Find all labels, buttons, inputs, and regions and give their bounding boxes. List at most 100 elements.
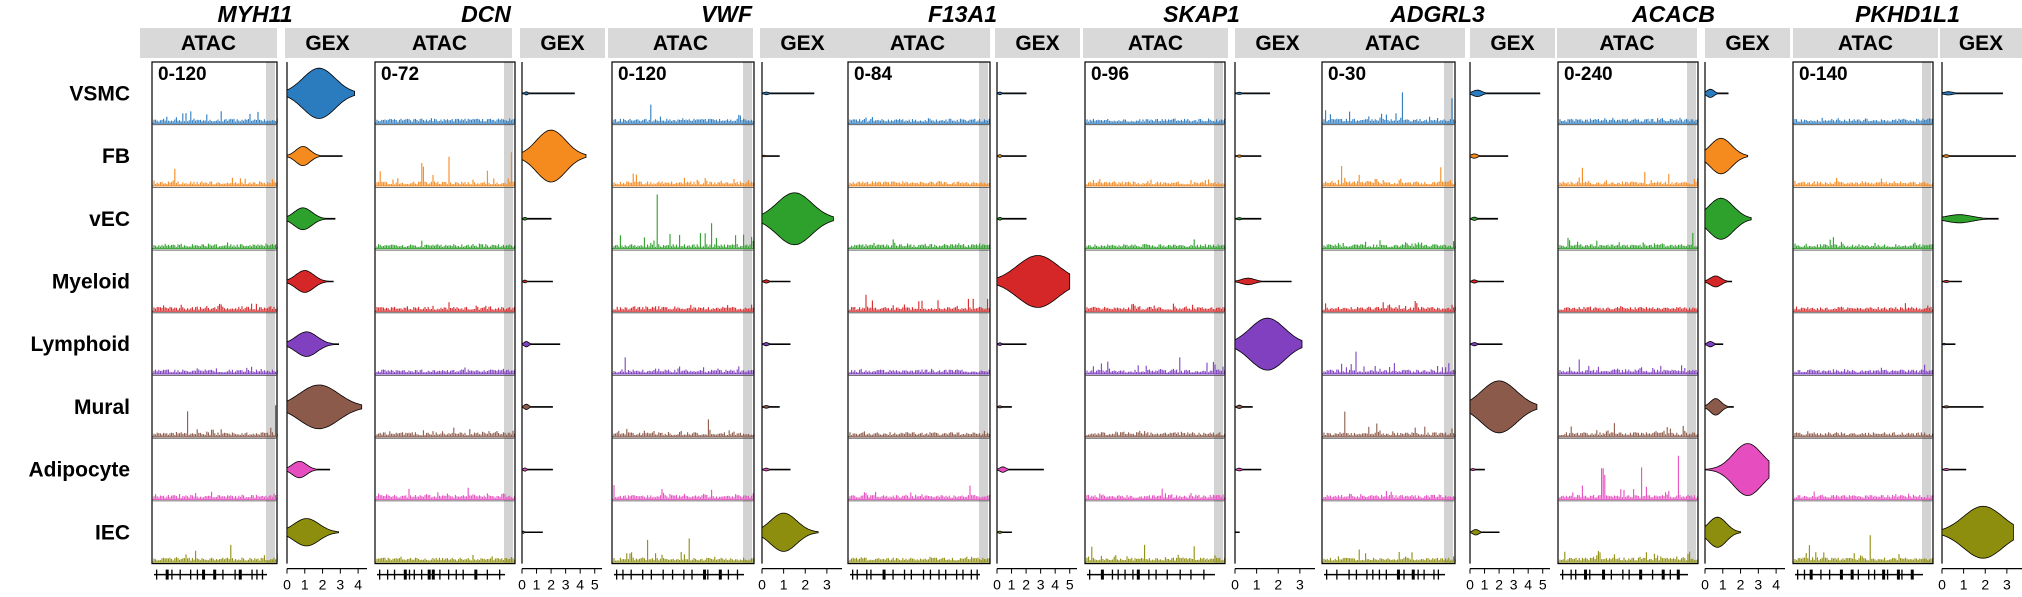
atac-coverage-track bbox=[153, 242, 278, 249]
atac-coverage-track bbox=[1559, 551, 1699, 562]
gex-tick-label: 3 bbox=[823, 577, 831, 593]
exon-mark bbox=[427, 569, 431, 580]
gex-tick-label: 2 bbox=[801, 577, 809, 593]
atac-range-label: 0-72 bbox=[381, 64, 419, 85]
gex-violin bbox=[286, 331, 339, 357]
atac-header-box bbox=[608, 28, 753, 58]
exon-mark bbox=[691, 569, 693, 580]
atac-header-label: ATAC bbox=[1128, 32, 1183, 55]
atac-coverage-track bbox=[1559, 232, 1699, 249]
gene-panel: SKAP1 ATAC GEX 0-96 0 1 2 3 bbox=[1083, 1, 1320, 593]
exon-mark bbox=[1628, 569, 1630, 580]
exon-mark bbox=[1423, 569, 1425, 580]
gex-header-box bbox=[995, 28, 1080, 58]
atac-coverage-track bbox=[1323, 411, 1456, 437]
exon-mark bbox=[431, 569, 435, 580]
atac-coverage-track bbox=[849, 368, 990, 374]
gex-tick-label: 1 bbox=[1960, 577, 1968, 593]
gex-violin bbox=[1234, 91, 1270, 95]
gex-tick-label: 0 bbox=[1938, 577, 1946, 593]
atac-coverage-track bbox=[153, 303, 278, 311]
gex-tick-label: 4 bbox=[1524, 577, 1532, 593]
gex-violin bbox=[521, 341, 561, 348]
gex-header-box bbox=[1705, 28, 1790, 58]
exon-mark bbox=[486, 569, 488, 580]
atac-coverage-track bbox=[849, 117, 990, 123]
gex-tick-label: 1 bbox=[301, 577, 309, 593]
atac-coverage-track bbox=[1323, 491, 1456, 499]
exon-mark bbox=[662, 569, 664, 580]
gex-violin bbox=[521, 530, 543, 534]
gex-violin bbox=[1469, 153, 1509, 159]
exon-mark bbox=[1355, 569, 1358, 580]
atac-header-label: ATAC bbox=[890, 32, 945, 55]
atac-coverage-track bbox=[153, 111, 278, 123]
gene-title: ADGRL3 bbox=[1389, 1, 1485, 27]
atac-coverage-track bbox=[849, 485, 990, 499]
exon-mark bbox=[1661, 569, 1665, 580]
exon-mark bbox=[1575, 569, 1577, 580]
exon-mark bbox=[1584, 569, 1588, 580]
gex-violin bbox=[996, 91, 1027, 96]
gex-tick-label: 3 bbox=[1510, 577, 1518, 593]
atac-coverage-track bbox=[613, 538, 754, 562]
gene-panel: VWF ATAC GEX 0-120 0 1 2 3 bbox=[608, 1, 845, 593]
gex-tick-label: 0 bbox=[758, 577, 766, 593]
gex-violin bbox=[761, 192, 834, 246]
atac-header-box bbox=[1793, 28, 1938, 58]
exon-mark bbox=[955, 569, 958, 580]
gex-header-box bbox=[520, 28, 605, 58]
gex-violin bbox=[286, 207, 336, 231]
exon-mark bbox=[852, 569, 854, 580]
gex-violin bbox=[1469, 279, 1504, 284]
exon-mark bbox=[1602, 569, 1606, 580]
atac-range-label: 0-140 bbox=[1799, 64, 1848, 85]
exon-mark bbox=[1089, 569, 1091, 580]
exon-mark bbox=[1850, 569, 1854, 580]
exon-mark bbox=[1396, 569, 1400, 580]
gex-violin bbox=[1704, 398, 1734, 416]
atac-coverage-track bbox=[849, 430, 990, 437]
row-label: VSMC bbox=[69, 82, 130, 105]
gex-tick-label: 1 bbox=[1253, 577, 1261, 593]
exon-mark bbox=[727, 569, 730, 580]
gex-tick-label: 5 bbox=[591, 577, 599, 593]
gex-violin bbox=[1234, 531, 1240, 534]
gene-title: MYH11 bbox=[218, 1, 293, 27]
gex-tick-label: 3 bbox=[1754, 577, 1762, 593]
exon-mark bbox=[938, 569, 940, 580]
gex-tick-label: 0 bbox=[1701, 577, 1709, 593]
atac-header-box bbox=[140, 28, 277, 58]
exon-mark bbox=[213, 569, 217, 580]
gex-violin bbox=[996, 255, 1071, 308]
atac-header-box bbox=[367, 28, 512, 58]
gex-violin bbox=[521, 403, 553, 411]
atac-coverage-track bbox=[613, 485, 754, 499]
gex-violin bbox=[286, 461, 331, 479]
atac-coverage-track bbox=[1086, 430, 1226, 437]
gex-violin bbox=[1704, 443, 1770, 496]
exon-mark bbox=[393, 569, 396, 580]
gex-tick-label: 2 bbox=[547, 577, 555, 593]
gex-violin bbox=[1941, 154, 2016, 158]
exon-mark bbox=[1570, 569, 1572, 580]
exon-mark bbox=[474, 569, 478, 580]
exon-mark bbox=[1873, 569, 1876, 580]
gex-tick-label: 4 bbox=[576, 577, 584, 593]
exon-mark bbox=[1385, 569, 1387, 580]
atac-coverage-track bbox=[849, 556, 990, 562]
exon-mark bbox=[1622, 569, 1624, 580]
gex-violin bbox=[286, 270, 334, 293]
exon-mark bbox=[1132, 569, 1134, 580]
atac-coverage-track bbox=[1794, 117, 1934, 123]
atac-coverage-track bbox=[1086, 544, 1226, 562]
gex-tick-label: 4 bbox=[354, 577, 362, 593]
exon-mark bbox=[945, 569, 947, 580]
exon-mark bbox=[671, 569, 674, 580]
exon-mark bbox=[1882, 569, 1886, 580]
exon-mark bbox=[165, 569, 169, 580]
atac-range-label: 0-240 bbox=[1564, 64, 1613, 85]
row-label: Mural bbox=[74, 396, 130, 419]
gex-violin bbox=[761, 512, 819, 552]
exon-mark bbox=[703, 569, 707, 580]
